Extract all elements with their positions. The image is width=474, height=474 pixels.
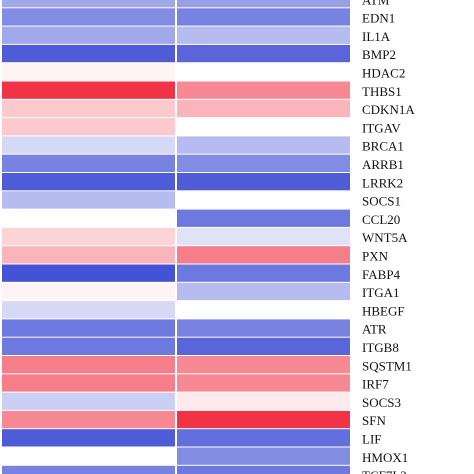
heatmap-cell: [2, 374, 175, 392]
gene-label: TCF7L2: [362, 468, 407, 474]
gene-label: ATM: [362, 0, 390, 7]
heatmap-cell: [177, 447, 350, 465]
heatmap-cell: [177, 63, 350, 81]
heatmap-cell: [2, 301, 175, 319]
heatmap-cell: [2, 0, 175, 8]
heatmap-cell: [177, 429, 350, 447]
heatmap-cell: [177, 99, 350, 118]
gene-label: ITGAV: [362, 120, 401, 135]
gene-label: PXN: [362, 249, 389, 264]
heatmap-cell: [2, 173, 175, 191]
heatmap-cell: [177, 191, 350, 209]
gene-label: HDAC2: [362, 66, 405, 81]
heatmap-cell: [177, 246, 350, 264]
gene-label: SQSTM1: [362, 358, 412, 373]
heatmap-cell: [177, 26, 350, 44]
heatmap-cell: [2, 410, 175, 429]
heatmap-cell: [177, 8, 350, 26]
gene-label: SOCS1: [362, 194, 401, 209]
heatmap-cell: [177, 337, 350, 355]
heatmap-cells: [2, 0, 350, 474]
heatmap-cell: [2, 319, 175, 337]
heatmap-cell: [2, 136, 175, 154]
heatmap-cell: [177, 81, 350, 99]
heatmap-cell: [2, 392, 175, 410]
heatmap-cell: [2, 26, 175, 44]
gene-label: HBEGF: [362, 303, 405, 318]
heatmap-cell: [177, 264, 350, 282]
heatmap-cell: [2, 63, 175, 81]
gene-labels: ATM EDN1 IL1A BMP2 HDAC2 THBS1 CDKN1A ITGAV BRCA…: [362, 0, 415, 474]
gene-label: ARRB1: [362, 157, 404, 172]
heatmap-cell: [2, 429, 175, 447]
heatmap-cell: [177, 282, 350, 301]
heatmap-cell: [2, 99, 175, 118]
heatmap-cell: [177, 410, 350, 429]
gene-label: SOCS3: [362, 395, 401, 410]
heatmap-cell: [177, 301, 350, 319]
heatmap-cell: [177, 227, 350, 246]
gene-label: EDN1: [362, 11, 395, 26]
gene-label: LIF: [362, 432, 382, 447]
gene-label: CDKN1A: [362, 102, 415, 117]
heatmap-cell: [177, 0, 350, 8]
heatmap-cell: [2, 282, 175, 301]
heatmap-cell: [2, 246, 175, 264]
heatmap-cell: [177, 154, 350, 172]
gene-label: IL1A: [362, 29, 391, 44]
gene-label: ITGA1: [362, 285, 400, 300]
heatmap-cell: [177, 136, 350, 154]
gene-label: ATR: [362, 322, 387, 337]
heatmap-cell: [2, 8, 175, 26]
gene-label: BRCA1: [362, 139, 404, 154]
heatmap-cell: [177, 319, 350, 337]
heatmap-cell: [177, 209, 350, 227]
heatmap-cell: [2, 227, 175, 246]
heatmap-cell: [2, 191, 175, 209]
heatmap-cell: [2, 356, 175, 374]
gene-label: WNT5A: [362, 230, 408, 245]
gene-label: SFN: [362, 413, 386, 428]
heatmap-cell: [2, 465, 175, 474]
gene-label: ITGB8: [362, 340, 399, 355]
gene-label: HMOX1: [362, 450, 408, 465]
gene-label: IRF7: [362, 377, 389, 392]
heatmap-cell: [177, 356, 350, 374]
heatmap-cell: [177, 374, 350, 392]
heatmap-cell: [2, 447, 175, 465]
heatmap-cell: [2, 337, 175, 355]
heatmap-cell: [2, 209, 175, 227]
heatmap-cell: [177, 173, 350, 191]
heatmap-cell: [177, 118, 350, 136]
heatmap-cell: [2, 118, 175, 136]
heatmap-cell: [177, 465, 350, 474]
gene-label: BMP2: [362, 47, 396, 62]
heatmap-cell: [2, 81, 175, 99]
heatmap-cell: [177, 44, 350, 63]
heatmap-cell: [177, 392, 350, 410]
gene-label: CCL20: [362, 212, 400, 227]
gene-label: LRRK2: [362, 175, 403, 190]
gene-label: FABP4: [362, 267, 401, 282]
gene-label: THBS1: [362, 84, 402, 99]
heatmap-cell: [2, 44, 175, 63]
heatmap-cell: [2, 154, 175, 172]
heatmap-cell: [2, 264, 175, 282]
